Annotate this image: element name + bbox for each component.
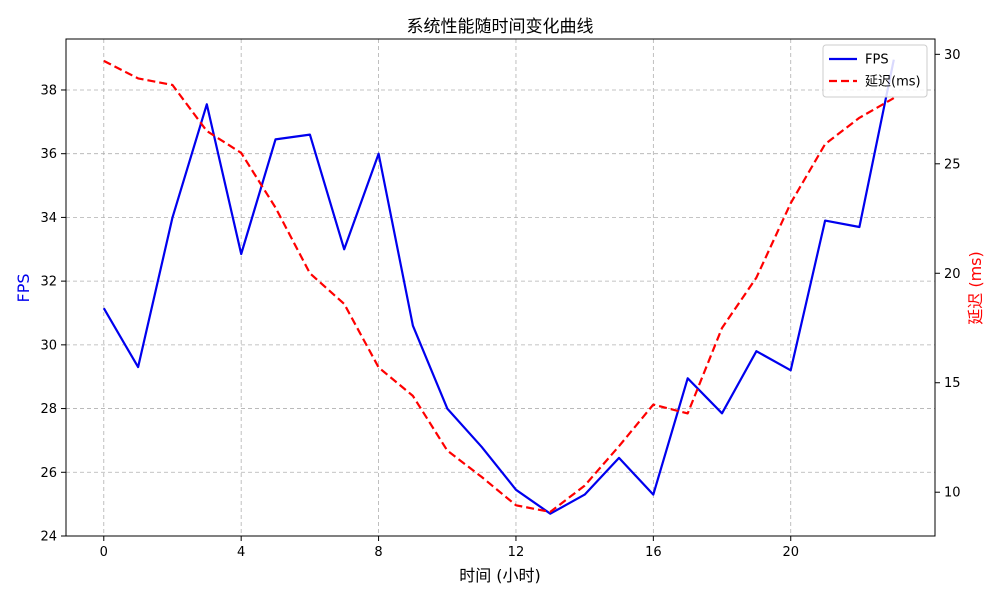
grid-lines [66, 39, 935, 537]
series-layer [102, 59, 895, 515]
x-tick-label: 12 [508, 545, 525, 560]
right-y-axis-title: 延迟 (ms) [966, 251, 985, 325]
left-y-tick-label: 30 [40, 338, 57, 353]
right-y-tick-label: 15 [944, 376, 961, 391]
chart-title: 系统性能随时间变化曲线 [407, 17, 594, 37]
x-tick-label: 16 [645, 545, 662, 560]
left-y-tick-label: 34 [40, 211, 57, 226]
x-tick-label: 8 [374, 545, 382, 560]
left-y-tick-label: 24 [40, 530, 57, 545]
legend: FPS 延迟(ms) [822, 44, 928, 98]
left-y-tick-label: 38 [40, 83, 57, 98]
right-y-tick-label: 25 [944, 157, 961, 172]
x-tick-label: 4 [237, 545, 245, 560]
right-y-tick-label: 30 [944, 48, 961, 63]
left-y-tick-label: 36 [40, 147, 57, 162]
left-y-tick-label: 32 [40, 275, 57, 290]
right-y-tick-label: 20 [944, 267, 961, 282]
left-y-tick-label: 28 [40, 402, 57, 417]
latency-series-line [103, 59, 895, 513]
left-y-axis: 24 26 28 30 32 34 36 38 [40, 83, 66, 545]
left-y-axis-title: FPS [14, 273, 33, 302]
legend-label: FPS [865, 53, 889, 68]
right-y-tick-label: 10 [944, 486, 961, 501]
plot-frame [65, 38, 936, 537]
x-tick-label: 0 [100, 545, 108, 560]
right-y-axis: 10 15 20 25 30 [935, 48, 961, 501]
x-tick-label: 20 [782, 545, 799, 560]
legend-label: 延迟(ms) [865, 75, 921, 90]
x-axis-title: 时间 (小时) [459, 566, 541, 585]
x-axis: 0 4 8 12 16 20 [100, 536, 799, 560]
left-y-tick-label: 26 [40, 466, 57, 481]
fps-series-line [102, 59, 895, 515]
